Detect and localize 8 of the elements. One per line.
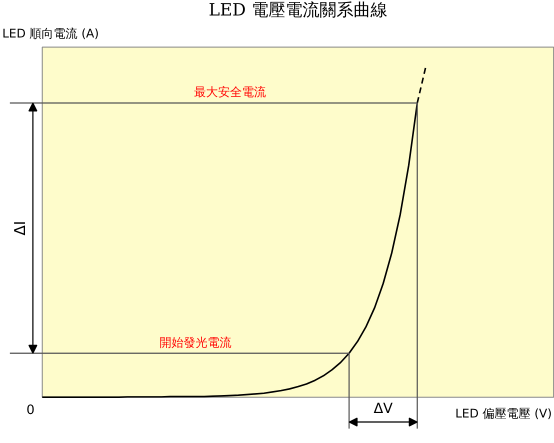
text: 0 bbox=[26, 402, 35, 418]
ref-line-label: 開始發光電流 bbox=[160, 335, 232, 350]
ref-line-label: 最大安全電流 bbox=[194, 85, 266, 100]
text: ΔI bbox=[11, 220, 30, 236]
text: ΔV bbox=[374, 400, 394, 417]
y-axis-title: LED 順向電流 (A) bbox=[2, 26, 99, 41]
chart-title: LED 電壓電流關系曲線 bbox=[208, 0, 388, 20]
x-axis-title: LED 偏壓電壓 (V) bbox=[455, 406, 552, 421]
